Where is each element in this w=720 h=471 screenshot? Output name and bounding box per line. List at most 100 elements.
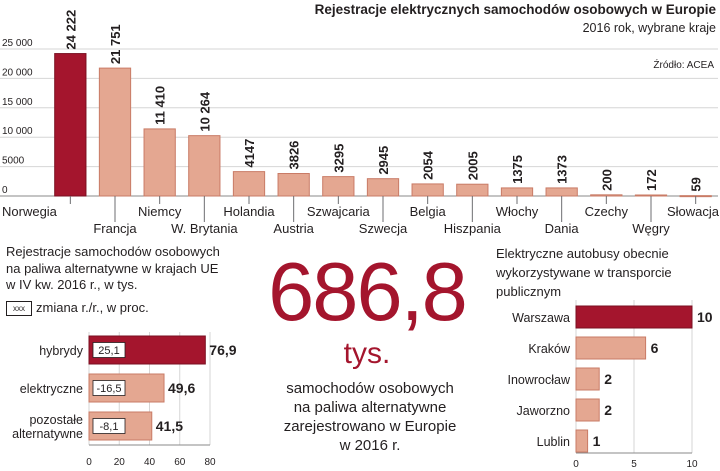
bar — [545, 187, 578, 197]
x-tick-label: Szwajcaria — [307, 204, 371, 219]
x-tick-label: 5 — [631, 459, 637, 470]
left-chart-title-line-2: na paliwa alternatywne w krajach UE — [6, 260, 219, 276]
y-tick-label: 25 000 — [2, 38, 33, 49]
chart-title: Rejestracje elektrycznych samochodów oso… — [314, 2, 716, 17]
data-label: 1373 — [555, 155, 570, 184]
y-tick-label: 15 000 — [2, 97, 33, 108]
x-tick-label: Holandia — [223, 204, 275, 219]
bar — [143, 128, 176, 197]
x-tick-label: 10 — [686, 459, 698, 470]
category-label: Kraków — [528, 342, 571, 356]
x-tick-label: Austria — [273, 221, 314, 236]
headline-line-1: samochodów osobowych — [286, 380, 454, 397]
change-box — [92, 342, 126, 358]
bar — [575, 367, 600, 391]
headline-unit: tys. — [343, 337, 391, 370]
bar — [575, 398, 600, 422]
bar — [590, 194, 623, 197]
chart-subtitle: 2016 rok, wybrane kraje — [582, 21, 716, 35]
bar — [500, 187, 534, 197]
x-tick-label: 80 — [204, 457, 216, 468]
data-label: 2054 — [421, 150, 436, 180]
bar — [232, 171, 266, 197]
data-label: 21 751 — [108, 24, 123, 64]
bar — [411, 183, 444, 197]
x-tick-label: 60 — [174, 457, 186, 468]
change-box — [92, 418, 126, 434]
data-label: 2005 — [465, 151, 480, 180]
x-tick-label: Szwecja — [359, 221, 408, 236]
bar — [366, 178, 400, 197]
category-label: alternatywne — [12, 427, 83, 441]
x-tick-label: 0 — [86, 457, 92, 468]
headline-line-3: zarejestrowano w Europie — [283, 418, 457, 435]
category-label: Inowrocław — [507, 373, 570, 387]
change-box — [92, 380, 126, 396]
data-label: 2 — [604, 402, 612, 418]
data-label: 6 — [651, 340, 659, 356]
bar — [575, 305, 693, 329]
x-tick-label: Węgry — [632, 221, 670, 236]
data-label: 49,6 — [168, 380, 195, 396]
category-label: Lublin — [537, 435, 570, 449]
y-tick-label: 5000 — [2, 156, 25, 167]
y-tick-label: 0 — [2, 185, 8, 196]
bar — [188, 135, 221, 197]
data-label: 10 — [697, 309, 713, 325]
y-tick-label: 20 000 — [2, 67, 33, 78]
left-chart-title-line-1: Rejestracje samochodów osobowych — [6, 244, 220, 259]
bar — [322, 176, 355, 197]
change-label: -16,5 — [96, 383, 121, 395]
x-tick-label: Hiszpania — [444, 221, 502, 236]
bus-chart-title: Elektryczne autobusy obecnie wykorzystyw… — [496, 244, 672, 301]
headline-line-2: na paliwa alternatywne — [293, 399, 447, 416]
category-label: pozostałe — [29, 413, 83, 427]
x-tick-label: 20 — [114, 457, 126, 468]
data-label: 24 222 — [63, 10, 78, 50]
data-label: 4147 — [242, 139, 257, 168]
x-tick-label: Norwegia — [2, 204, 58, 219]
bar — [575, 336, 647, 360]
bar — [634, 194, 668, 197]
x-tick-label: Słowacja — [667, 204, 720, 219]
y-tick-label: 10 000 — [2, 126, 33, 137]
x-tick-label: Belgia — [410, 204, 447, 219]
x-tick-label: Czechy — [585, 204, 629, 219]
x-tick-label: 40 — [144, 457, 156, 468]
x-tick-label: Niemcy — [138, 204, 182, 219]
headline-line-4: w 2016 r. — [339, 437, 401, 454]
data-label: 41,5 — [156, 418, 183, 434]
data-label: 10 264 — [197, 91, 212, 132]
x-tick-label: 0 — [573, 459, 579, 470]
electric-bus-chart: 0 5 10 10 Warszawa 6 Kraków 2 Inowrocław 2 Jaworzn… — [507, 300, 713, 470]
x-tick-label: Włochy — [496, 204, 539, 219]
data-label: 1 — [593, 433, 601, 449]
change-label: -8,1 — [100, 421, 119, 433]
bus-title-line-1: Elektryczne autobusy obecnie — [496, 246, 669, 261]
bar — [98, 67, 132, 197]
category-label: Warszawa — [512, 311, 570, 325]
change-label: 25,1 — [98, 345, 119, 357]
data-label: 11 410 — [153, 86, 168, 125]
bus-title-line-3: publicznym — [496, 284, 562, 299]
bar — [456, 183, 489, 197]
bar — [277, 173, 310, 197]
bus-title-line-2: wykorzystywane w transporcie — [496, 265, 672, 280]
bar — [54, 53, 87, 197]
data-label: 200 — [599, 169, 614, 191]
main-bar-chart: 0 5000 10 000 15 000 20 000 25 000 24 222 Norwe… — [0, 10, 720, 236]
headline-number: 686,8 — [268, 245, 468, 338]
data-label: 3295 — [331, 144, 346, 173]
headline-description: samochodów osobowych na paliwa alternaty… — [250, 379, 490, 455]
data-label: 1375 — [510, 155, 525, 184]
left-chart-title-line-3: w IV kw. 2016 r., w tys. — [6, 277, 138, 292]
data-label: 76,9 — [209, 342, 236, 358]
legend-label: zmiana r./r., w proc. — [36, 300, 149, 315]
legend-swatch: xxx — [6, 301, 32, 316]
data-label: 3826 — [287, 141, 302, 170]
data-label: 59 — [689, 177, 704, 191]
bar — [575, 429, 589, 453]
category-label: hybrydy — [39, 344, 84, 358]
source-note: Źródło: ACEA — [653, 60, 714, 71]
x-tick-label: Francja — [93, 221, 137, 236]
